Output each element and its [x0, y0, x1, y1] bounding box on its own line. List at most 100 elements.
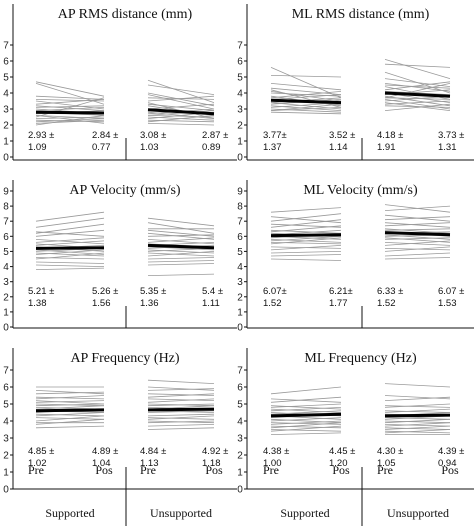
- subject-line-ml-frequency-1-18: [384, 429, 451, 434]
- subject-line-ml-frequency-1-17: [384, 430, 451, 434]
- mean-line-ml-rms-1: [384, 91, 451, 98]
- panel-ml-velocity: ML Velocity (mm/s)01234567896.07±1.526.2…: [237, 180, 474, 334]
- y-tick-label-ap-velocity-7: 7: [3, 217, 9, 228]
- subject-line-ml-velocity-1-14: [384, 242, 451, 246]
- subject-line-ap-velocity-0-15: [35, 252, 105, 260]
- y-tick-label-ml-rms-3: 3: [237, 105, 243, 116]
- subject-line-ap-velocity-1-11: [147, 249, 215, 254]
- subject-line-ml-rms-1-6: [384, 81, 451, 91]
- subject-line-ap-velocity-0-1: [35, 217, 105, 228]
- y-tick-label-ap-frequency-0: 0: [3, 485, 9, 496]
- stat-pos-sd-ap-frequency-1: 1.18: [202, 458, 221, 469]
- subject-line-ml-velocity-0-18: [270, 254, 342, 257]
- stat-pos-sd-ap-velocity-1: 1.11: [202, 298, 220, 309]
- subject-line-ap-frequency-1-12: [147, 410, 215, 413]
- subject-line-ap-frequency-1-6: [147, 398, 215, 403]
- subject-line-ml-frequency-0-11: [270, 418, 342, 424]
- subject-line-ap-velocity-0-18: [35, 267, 105, 270]
- panel-ap-frequency: AP Frequency (Hz) 0 1 2 3 4 5 6 7 4.85 ±1.02 4.89 …: [3, 348, 237, 496]
- subject-line-ap-frequency-0-5: [35, 400, 105, 405]
- mean-line-ml-frequency-1: [384, 413, 451, 418]
- series-group-ap-rms-0: 2.93 ±1.09 2.84 ±0.77: [28, 81, 118, 153]
- stat-pos-mean-ap-rms-1: 2.87 ±: [202, 130, 228, 141]
- subject-line-ml-rms-0-3: [270, 87, 342, 95]
- stat-pre-mean-ml-velocity-0: 6.07±: [263, 286, 287, 297]
- y-tick-label-ml-velocity-0: 0: [237, 323, 243, 334]
- stat-pos-mean-ml-rms-0: 3.52 ±: [329, 130, 355, 141]
- x-label-left-unsupported-pre: Pre: [140, 463, 156, 477]
- subject-line-ml-velocity-0-0: [270, 207, 342, 213]
- subject-line-ap-velocity-0-2: [35, 231, 105, 237]
- stat-pre-mean-ml-velocity-1: 6.33 ±: [377, 286, 403, 297]
- subject-line-ap-frequency-0-4: [35, 395, 105, 400]
- y-tick-label-ap-frequency-7: 7: [3, 366, 9, 377]
- y-tick-label-ml-rms-4: 4: [237, 89, 243, 100]
- stat-pos-sd-ml-velocity-1: 1.53: [438, 298, 457, 309]
- subject-line-ml-rms-1-4: [384, 83, 451, 92]
- subject-line-ap-velocity-0-19: [35, 223, 105, 234]
- y-tick-label-ap-frequency-5: 5: [3, 400, 9, 411]
- subject-line-ml-velocity-1-7: [384, 228, 451, 231]
- subject-line-ap-rms-1-17: [147, 94, 215, 110]
- y-tick-label-ml-frequency-0: 0: [237, 485, 243, 496]
- stat-pre-sd-ml-frequency-0: 1.00: [263, 458, 282, 469]
- subject-line-ap-frequency-1-1: [147, 386, 215, 391]
- panel-title-ml-velocity: ML Velocity (mm/s): [303, 183, 418, 198]
- subject-line-ml-velocity-0-1: [270, 216, 342, 224]
- stat-pos-mean-ml-frequency-0: 4.45 ±: [329, 446, 355, 457]
- stat-pre-sd-ap-rms-1: 1.03: [140, 142, 159, 153]
- subject-line-ap-rms-0-7: [35, 105, 105, 108]
- stat-pre-mean-ap-velocity-0: 5.21 ±: [28, 286, 54, 297]
- subject-line-ml-rms-0-7: [270, 91, 342, 99]
- subject-line-ap-velocity-1-16: [147, 260, 215, 263]
- y-tick-label-ml-rms-0: 0: [237, 153, 243, 164]
- subject-line-ap-rms-1-16: [147, 123, 215, 126]
- stat-pre-sd-ml-velocity-0: 1.52: [263, 298, 282, 309]
- subject-line-ml-velocity-1-3: [384, 216, 451, 221]
- subject-line-ml-velocity-0-14: [270, 237, 342, 245]
- subject-line-ml-frequency-0-15: [270, 425, 342, 429]
- subject-line-ml-velocity-1-13: [384, 237, 451, 240]
- subject-line-ap-frequency-1-19: [147, 427, 215, 430]
- stat-pos-mean-ap-rms-0: 2.84 ±: [92, 130, 118, 141]
- subject-line-ap-frequency-1-14: [147, 417, 215, 420]
- subject-line-ap-frequency-0-14: [35, 412, 105, 417]
- subject-line-ap-rms-1-7: [147, 103, 215, 110]
- subject-line-ml-rms-1-15: [384, 100, 451, 105]
- stat-pos-mean-ap-frequency-0: 4.89 ±: [92, 446, 118, 457]
- stat-pos-mean-ml-rms-1: 3.73 ±: [438, 130, 464, 141]
- subject-line-ml-frequency-1-1: [384, 395, 451, 400]
- mean-line-ap-frequency-1: [147, 407, 215, 412]
- stat-pos-sd-ml-frequency-1: 0.94: [438, 458, 457, 469]
- x-label-left-supported-pre: Pre: [28, 463, 44, 477]
- subject-line-ap-frequency-0-6: [35, 400, 105, 403]
- subject-line-ap-frequency-0-13: [35, 413, 105, 417]
- subject-line-ml-velocity-1-19: [384, 257, 451, 260]
- mean-line-ml-frequency-0: [270, 412, 342, 418]
- subject-line-ap-rms-0-19: [35, 115, 105, 124]
- y-tick-label-ml-frequency-2: 2: [237, 451, 243, 462]
- subject-line-ap-frequency-1-2: [147, 388, 215, 391]
- series-group-ml-rms-0: 3.77±1.37 3.52 ±1.14: [263, 67, 355, 153]
- subject-line-ml-velocity-0-4: [270, 219, 342, 228]
- y-tick-label-ml-rms-6: 6: [237, 57, 243, 68]
- subject-line-ml-frequency-1-0: [384, 383, 451, 388]
- y-tick-label-ml-velocity-2: 2: [237, 292, 243, 303]
- subject-line-ap-velocity-1-1: [147, 222, 215, 234]
- subject-line-ml-rms-0-14: [270, 107, 342, 111]
- mean-line-ml-rms-0: [270, 98, 342, 105]
- y-tick-label-ml-velocity-9: 9: [237, 187, 243, 198]
- y-tick-label-ap-rms-3: 3: [3, 105, 9, 116]
- y-tick-label-ap-rms-5: 5: [3, 73, 9, 84]
- subject-line-ap-rms-0-18: [35, 115, 105, 126]
- y-tick-label-ap-velocity-3: 3: [3, 277, 9, 288]
- subject-line-ml-frequency-1-16: [384, 425, 451, 430]
- subject-line-ml-frequency-1-11: [384, 420, 451, 424]
- subject-line-ml-frequency-1-9: [384, 417, 451, 420]
- stat-pre-mean-ap-velocity-1: 5.35 ±: [140, 286, 166, 297]
- y-tick-label-ml-frequency-3: 3: [237, 434, 243, 445]
- subject-line-ml-rms-1-3: [384, 78, 451, 87]
